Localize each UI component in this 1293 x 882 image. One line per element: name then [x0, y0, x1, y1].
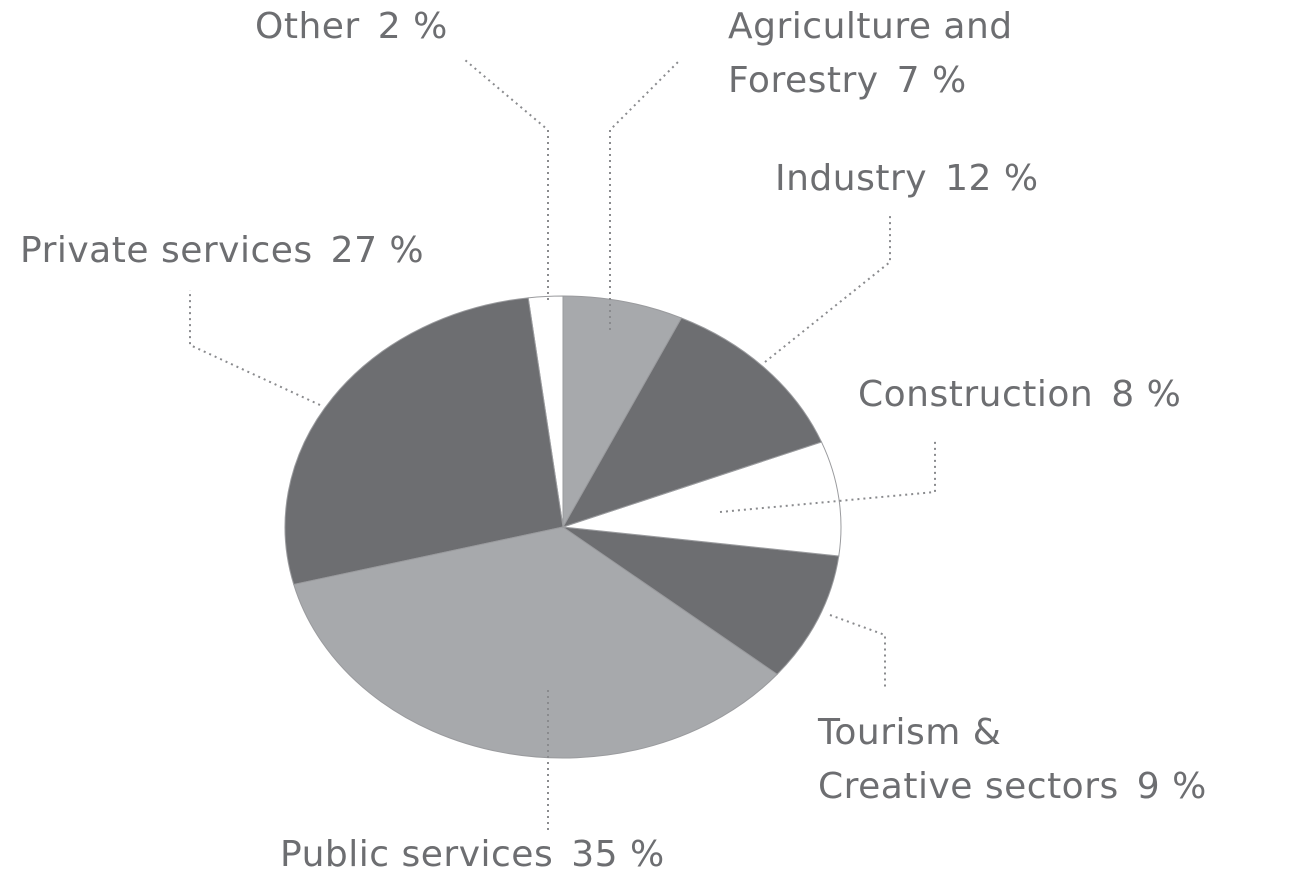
- pie-slice: [561, 317, 823, 528]
- pie-slice: [284, 297, 564, 586]
- category-name: Agriculture and Forestry: [728, 6, 1013, 101]
- category-name: Private services: [20, 230, 313, 271]
- pie-slice: [293, 526, 778, 759]
- category-name: Other: [255, 6, 360, 47]
- value-label: 2 %: [377, 6, 448, 47]
- category-name: Public services: [280, 834, 554, 875]
- pie-slice: [562, 526, 840, 675]
- value-label: 8 %: [1111, 374, 1182, 415]
- category-name: Tourism & Creative sectors: [818, 712, 1119, 807]
- value-label: 9 %: [1136, 766, 1207, 807]
- leader-line: [609, 59, 681, 330]
- slice-label: Agriculture and Forestry 7 %: [728, 0, 1013, 108]
- leader-line: [829, 614, 886, 690]
- leader-line: [189, 290, 321, 406]
- slice-label: Private services 27 %: [20, 224, 424, 278]
- slice-label: Other 2 %: [255, 0, 448, 54]
- pie-slice: [562, 441, 842, 557]
- category-name: Industry: [775, 158, 928, 199]
- slice-label: Public services 35 %: [280, 828, 665, 882]
- category-name: Construction: [858, 374, 1094, 415]
- leader-line: [764, 215, 891, 363]
- slice-label: Construction 8 %: [858, 368, 1181, 422]
- value-label: 27 %: [330, 230, 425, 271]
- slice-label: Industry 12 %: [775, 152, 1039, 206]
- leader-lines: [189, 59, 936, 830]
- value-label: 7 %: [896, 60, 967, 101]
- value-label: 35 %: [571, 834, 665, 875]
- leader-line: [464, 59, 549, 300]
- pie-slice: [562, 295, 683, 529]
- value-label: 12 %: [945, 158, 1039, 199]
- slice-label: Tourism & Creative sectors 9 %: [818, 706, 1207, 814]
